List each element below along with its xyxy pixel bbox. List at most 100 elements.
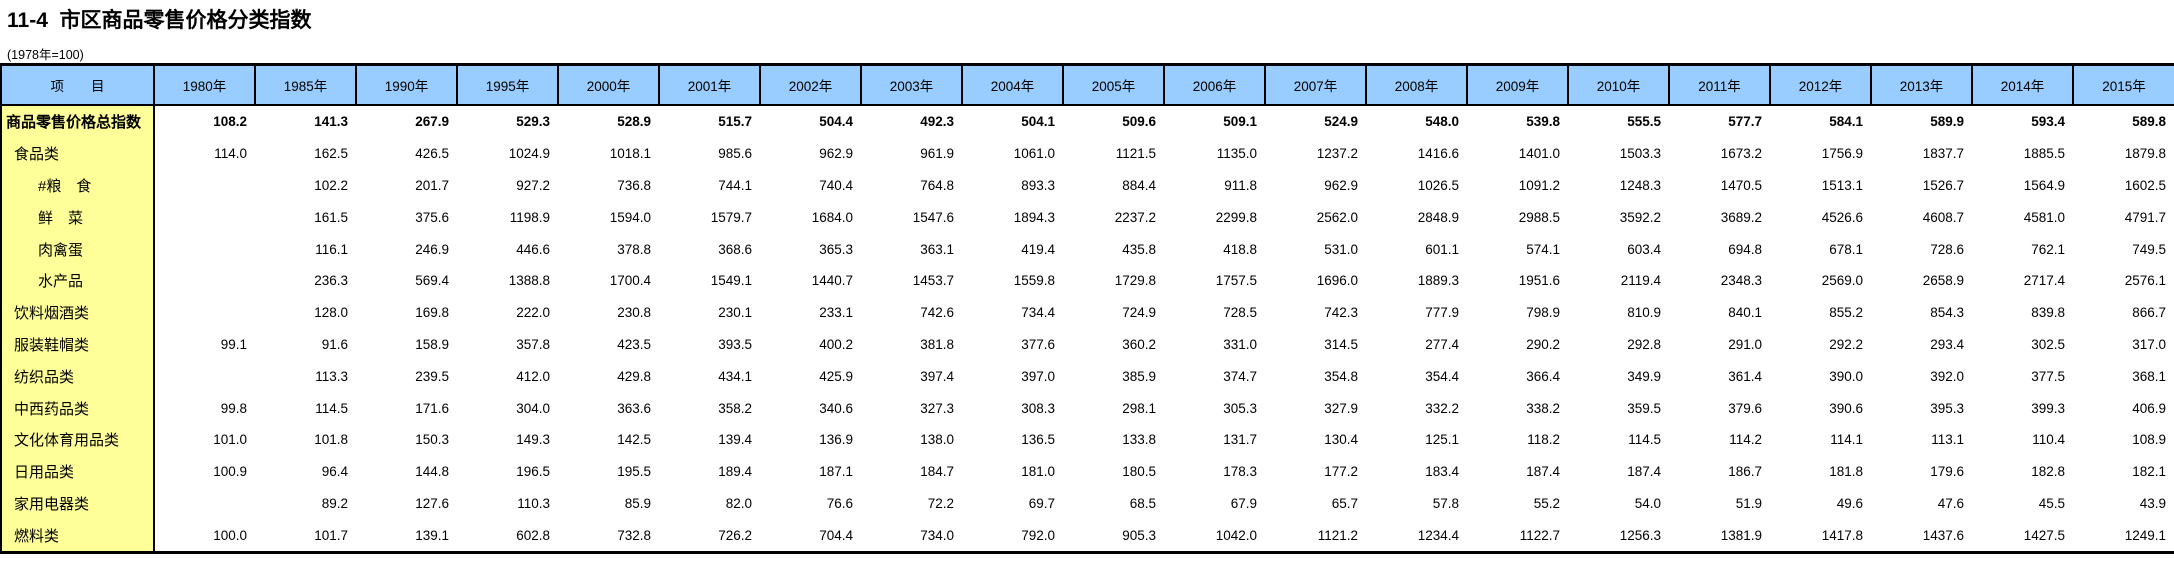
value-cell: 113.1 bbox=[1931, 432, 1964, 448]
value-cell: 1879.8 bbox=[2124, 146, 2166, 162]
value-cell: 158.9 bbox=[415, 336, 449, 352]
value-cell: 395.3 bbox=[1930, 400, 1964, 416]
value-cell: 201.7 bbox=[415, 177, 449, 193]
value-cell: 3592.2 bbox=[1619, 209, 1661, 225]
value-cell: 110.3 bbox=[517, 495, 550, 511]
value-cell: 1684.0 bbox=[811, 209, 853, 225]
value-cell: 267.9 bbox=[415, 114, 449, 130]
table-header-row: 项 目 1980年 1985年 1990年 1995年 2000年 2001年 … bbox=[1, 64, 2174, 106]
value-cell: 4526.6 bbox=[1821, 209, 1863, 225]
table-row: 家用电器类 89.2 127.6 110.3 85.9 82.0 76.6 72.2 69.7 6… bbox=[1, 487, 2174, 520]
value-cell: 1198.9 bbox=[509, 209, 550, 225]
value-cell: 292.8 bbox=[1627, 336, 1661, 352]
row-label: 水产品 bbox=[1, 264, 155, 297]
value-cell: 2562.0 bbox=[1316, 209, 1358, 225]
value-cell: 728.5 bbox=[1223, 305, 1257, 321]
value-cell: 1837.7 bbox=[1922, 146, 1964, 162]
value-cell: 230.1 bbox=[718, 305, 752, 321]
value-cell: 378.8 bbox=[617, 241, 651, 257]
value-cell: 2299.8 bbox=[1215, 209, 1257, 225]
value-cell: 866.7 bbox=[2132, 305, 2166, 321]
value-cell: 230.8 bbox=[617, 305, 651, 321]
value-cell: 108.2 bbox=[213, 114, 247, 130]
value-cell: 375.6 bbox=[415, 209, 449, 225]
value-cell: 1234.4 bbox=[1417, 527, 1459, 543]
value-cell: 51.9 bbox=[1735, 495, 1762, 511]
value-cell: 187.4 bbox=[1627, 464, 1661, 480]
value-cell: 1894.3 bbox=[1013, 209, 1055, 225]
value-cell: 379.6 bbox=[1728, 400, 1762, 416]
value-cell: 91.6 bbox=[321, 336, 348, 352]
value-cell: 177.2 bbox=[1324, 464, 1358, 480]
value-cell: 114.2 bbox=[1729, 432, 1762, 448]
value-cell: 539.8 bbox=[1526, 114, 1560, 130]
value-cell: 57.8 bbox=[1432, 495, 1459, 511]
value-cell: 548.0 bbox=[1425, 114, 1459, 130]
value-cell: 290.2 bbox=[1526, 336, 1560, 352]
value-cell: 365.3 bbox=[819, 241, 853, 257]
value-cell: 1470.5 bbox=[1720, 177, 1762, 193]
value-cell: 419.4 bbox=[1021, 241, 1055, 257]
value-cell: 162.5 bbox=[314, 146, 348, 162]
value-cell: 317.0 bbox=[2132, 336, 2166, 352]
value-cell: 327.3 bbox=[920, 400, 954, 416]
year-column-header-2012: 2012年 bbox=[1769, 64, 1871, 106]
value-cell: 108.9 bbox=[2132, 432, 2166, 448]
value-cell: 911.8 bbox=[1224, 177, 1257, 193]
value-cell: 181.8 bbox=[1829, 464, 1863, 480]
value-cell: 183.4 bbox=[1425, 464, 1459, 480]
value-cell: 368.6 bbox=[718, 241, 752, 257]
value-cell: 102.2 bbox=[314, 177, 348, 193]
value-cell: 927.2 bbox=[516, 177, 550, 193]
value-cell bbox=[154, 488, 255, 520]
value-cell: 589.8 bbox=[2132, 114, 2166, 130]
row-label: 纺织品类 bbox=[1, 360, 155, 393]
value-cell: 141.3 bbox=[314, 114, 348, 130]
table-row: 纺织品类 113.3 239.5 412.0 429.8 434.1 425.9 397.4 3… bbox=[1, 360, 2174, 393]
value-cell: 764.8 bbox=[920, 177, 954, 193]
value-cell: 569.4 bbox=[415, 273, 449, 289]
year-column-header-2010: 2010年 bbox=[1567, 64, 1669, 106]
value-cell: 292.2 bbox=[1829, 336, 1863, 352]
value-cell: 110.4 bbox=[2032, 432, 2065, 448]
row-label: 饮料烟酒类 bbox=[1, 296, 155, 329]
value-cell: 363.6 bbox=[617, 400, 651, 416]
value-cell: 349.9 bbox=[1627, 368, 1661, 384]
table-row: 中西药品类 99.8 114.5 171.6 304.0 363.6 358.2 340.6 3… bbox=[1, 392, 2174, 424]
value-cell: 142.5 bbox=[617, 432, 651, 448]
year-column-header-1995: 1995年 bbox=[456, 64, 558, 106]
value-cell: 734.0 bbox=[920, 527, 954, 543]
value-cell: 724.9 bbox=[1122, 305, 1156, 321]
value-cell: 423.5 bbox=[617, 336, 651, 352]
value-cell: 2848.9 bbox=[1417, 209, 1459, 225]
value-cell: 704.4 bbox=[819, 527, 853, 543]
value-cell: 810.9 bbox=[1627, 305, 1661, 321]
value-cell: 392.0 bbox=[1930, 368, 1964, 384]
value-cell: 393.5 bbox=[718, 336, 752, 352]
value-cell: 492.3 bbox=[920, 114, 954, 130]
value-cell: 1401.0 bbox=[1518, 146, 1560, 162]
value-cell: 128.0 bbox=[314, 305, 348, 321]
value-cell: 55.2 bbox=[1533, 495, 1560, 511]
value-cell: 85.9 bbox=[624, 495, 651, 511]
value-cell: 181.0 bbox=[1021, 464, 1055, 480]
value-cell: 130.4 bbox=[1324, 432, 1358, 448]
value-cell: 361.4 bbox=[1728, 368, 1762, 384]
value-cell: 1885.5 bbox=[2023, 146, 2065, 162]
value-cell: 308.3 bbox=[1021, 400, 1055, 416]
value-cell: 1440.7 bbox=[811, 273, 853, 289]
value-cell: 1248.3 bbox=[1619, 177, 1661, 193]
value-cell: 96.4 bbox=[321, 464, 348, 480]
value-cell: 515.7 bbox=[718, 114, 752, 130]
value-cell: 76.6 bbox=[826, 495, 853, 511]
value-cell bbox=[154, 265, 255, 297]
value-cell: 584.1 bbox=[1829, 114, 1863, 130]
value-cell: 602.8 bbox=[516, 527, 550, 543]
value-cell: 332.2 bbox=[1425, 400, 1459, 416]
value-cell: 3689.2 bbox=[1720, 209, 1762, 225]
value-cell: 2576.1 bbox=[2124, 273, 2166, 289]
row-label: 鲜 菜 bbox=[1, 201, 155, 234]
value-cell: 150.3 bbox=[415, 432, 449, 448]
value-cell: 1026.5 bbox=[1417, 177, 1459, 193]
value-cell: 400.2 bbox=[819, 336, 853, 352]
